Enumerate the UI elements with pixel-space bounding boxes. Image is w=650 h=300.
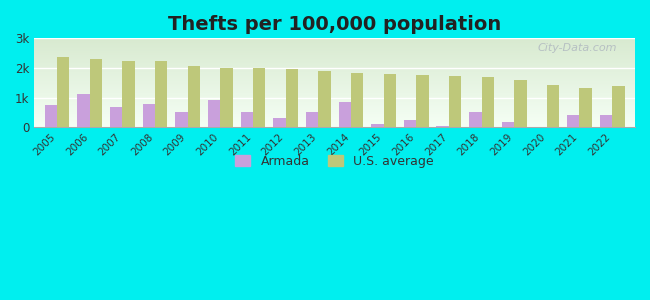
Bar: [351, 73, 363, 127]
Bar: [580, 88, 592, 127]
Bar: [176, 112, 188, 127]
Bar: [208, 100, 220, 127]
Bar: [188, 66, 200, 127]
Bar: [502, 122, 514, 127]
Bar: [306, 112, 318, 127]
Bar: [155, 61, 168, 127]
Bar: [57, 57, 70, 127]
Bar: [142, 103, 155, 127]
Bar: [318, 71, 331, 127]
Bar: [482, 77, 494, 127]
Title: Thefts per 100,000 population: Thefts per 100,000 population: [168, 15, 501, 34]
Bar: [273, 118, 285, 127]
Legend: Armada, U.S. average: Armada, U.S. average: [231, 150, 439, 172]
Bar: [437, 126, 449, 127]
Bar: [371, 124, 384, 127]
Bar: [567, 116, 580, 127]
Bar: [240, 112, 253, 127]
Bar: [600, 115, 612, 127]
Bar: [285, 70, 298, 127]
Bar: [339, 102, 351, 127]
Bar: [122, 61, 135, 127]
Bar: [384, 74, 396, 127]
Bar: [90, 59, 102, 127]
Bar: [110, 106, 122, 127]
Bar: [547, 85, 559, 127]
Bar: [416, 75, 428, 127]
Bar: [449, 76, 462, 127]
Bar: [469, 112, 482, 127]
Bar: [514, 80, 526, 127]
Bar: [77, 94, 90, 127]
Bar: [45, 105, 57, 127]
Bar: [404, 120, 416, 127]
Bar: [220, 68, 233, 127]
Bar: [612, 86, 625, 127]
Bar: [253, 68, 265, 127]
Text: City-Data.com: City-Data.com: [538, 43, 617, 53]
